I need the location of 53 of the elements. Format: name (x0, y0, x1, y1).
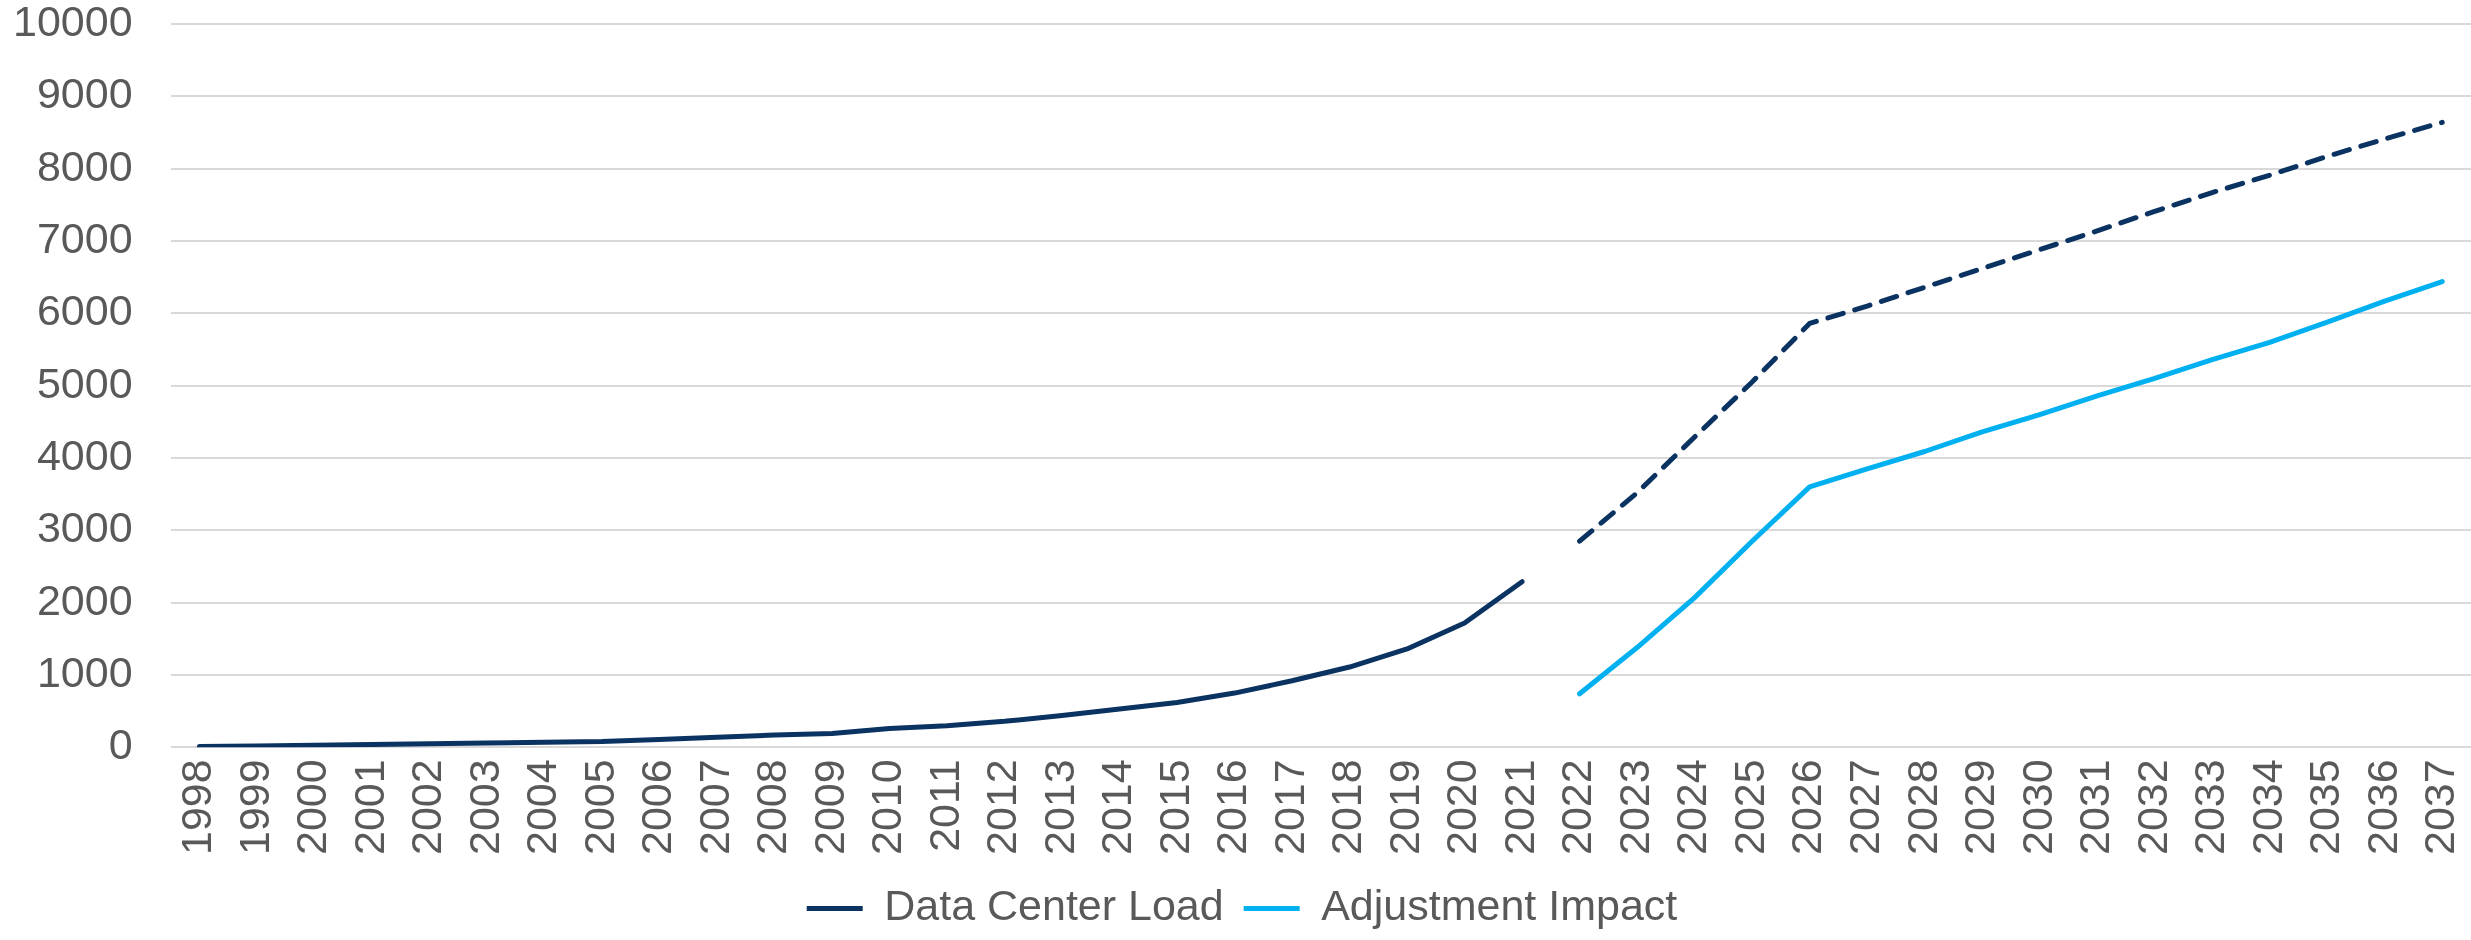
y-tick-label: 8000 (36, 141, 133, 190)
x-tick-label: 2001 (344, 759, 393, 856)
x-tick-label: 2023 (1609, 759, 1658, 856)
x-tick-label: 2004 (517, 759, 566, 856)
x-tick-label: 2029 (1955, 759, 2004, 856)
y-tick-label: 5000 (36, 358, 133, 407)
x-tick-label: 1999 (229, 759, 278, 856)
y-tick-label: 6000 (36, 286, 133, 335)
x-tick-label: 2033 (2185, 759, 2234, 856)
legend-label: Data Center Load (884, 881, 1224, 930)
y-tick-label: 7000 (36, 213, 133, 262)
x-tick-label: 2032 (2127, 759, 2176, 856)
x-tick-label: 2021 (1494, 759, 1543, 856)
x-tick-label: 2014 (1092, 759, 1141, 856)
x-tick-label: 2034 (2242, 759, 2291, 856)
x-tick-label: 2030 (2012, 759, 2061, 856)
x-tick-label: 2026 (1782, 759, 1831, 856)
y-tick-label: 1000 (36, 647, 133, 696)
x-tick-label: 2015 (1149, 759, 1198, 856)
x-tick-label: 2017 (1264, 759, 1313, 856)
y-tick-label: 9000 (36, 69, 133, 118)
x-tick-label: 2037 (2415, 759, 2464, 856)
x-tick-label: 2025 (1724, 759, 1773, 856)
x-tick-label: 2020 (1437, 759, 1486, 856)
x-tick-label: 2031 (2070, 759, 2119, 856)
x-tick-label: 2019 (1379, 759, 1428, 856)
x-tick-label: 2011 (919, 759, 968, 852)
x-tick-label: 2010 (862, 759, 911, 856)
x-tick-label: 2008 (747, 759, 796, 856)
y-tick-label: 3000 (36, 503, 133, 552)
x-tick-label: 2000 (287, 759, 336, 856)
x-tick-label: 2013 (1034, 759, 1083, 856)
y-tick-label: 2000 (36, 575, 133, 624)
y-tick-label: 10000 (12, 0, 133, 45)
x-tick-label: 2006 (632, 759, 681, 856)
x-tick-label: 2018 (1322, 759, 1371, 856)
x-tick-label: 2027 (1840, 759, 1888, 856)
x-tick-label: 2005 (574, 759, 623, 856)
x-tick-label: 2002 (402, 759, 451, 856)
x-tick-label: 2012 (977, 759, 1026, 856)
y-tick-label: 4000 (36, 430, 133, 479)
x-tick-label: 1998 (172, 759, 221, 856)
x-tick-label: 2035 (2300, 759, 2349, 856)
x-tick-label: 2036 (2357, 759, 2406, 856)
x-tick-label: 2007 (689, 759, 738, 856)
x-tick-label: 2022 (1552, 759, 1601, 856)
x-tick-label: 2003 (459, 759, 508, 856)
legend-label: Adjustment Impact (1321, 881, 1678, 930)
y-tick-label: 0 (108, 720, 133, 769)
x-tick-label: 2024 (1667, 759, 1716, 856)
x-tick-label: 2028 (1897, 759, 1946, 856)
x-tick-label: 2009 (804, 759, 853, 856)
x-tick-label: 2016 (1207, 759, 1256, 856)
